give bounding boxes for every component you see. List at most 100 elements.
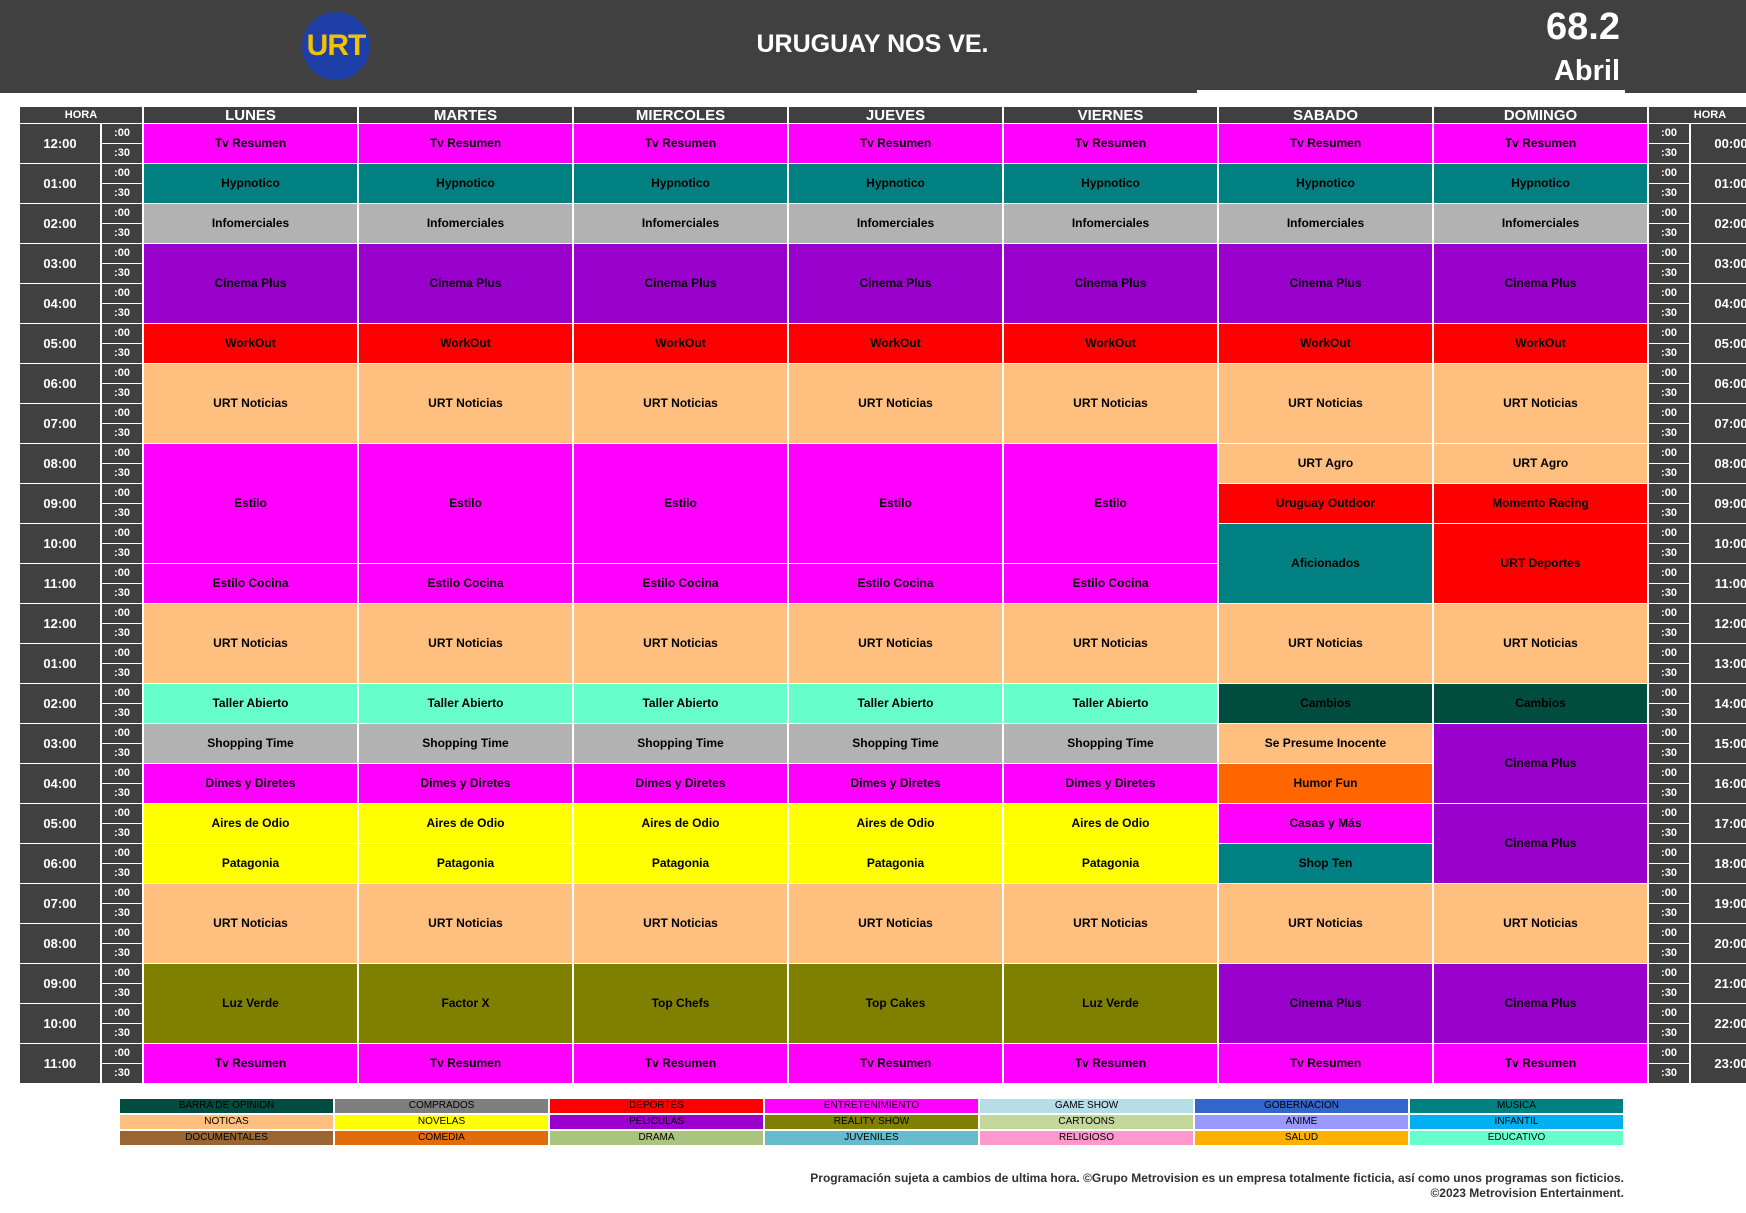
program-block: Cinema Plus [1434,724,1647,803]
hour-label-right: 15:00 [1691,724,1746,763]
half-hour-left: :00 [102,444,142,463]
footer-line-1: Programación sujeta a cambios de ultima … [810,1171,1624,1185]
program-block: Top Cakes [789,964,1002,1043]
half-hour-left: :30 [102,424,142,443]
half-hour-right: :00 [1649,124,1689,143]
half-hour-right: :00 [1649,924,1689,943]
half-hour-left: :30 [102,864,142,883]
legend-item-deportes: DEPORTES [550,1099,763,1113]
day-header-domingo: DOMINGO [1434,107,1647,123]
program-block: Dimes y Diretes [359,764,572,803]
hour-label-right: 19:00 [1691,884,1746,923]
program-block: Luz Verde [144,964,357,1043]
hour-label-right: 08:00 [1691,444,1746,483]
legend-item-drama: DRAMA [550,1131,763,1145]
legend-item-religioso: RELIGIOSO [980,1131,1193,1145]
half-hour-right: :00 [1649,604,1689,623]
hour-label-right: 10:00 [1691,524,1746,563]
program-block: Infomerciales [574,204,787,243]
half-hour-left: :30 [102,584,142,603]
half-hour-right: :30 [1649,544,1689,563]
half-hour-right: :30 [1649,264,1689,283]
half-hour-left: :30 [102,704,142,723]
legend-item-documentales: DOCUMENTALES [120,1131,333,1145]
program-block: Hypnotico [1219,164,1432,203]
half-hour-left: :30 [102,944,142,963]
program-block: Cinema Plus [1219,244,1432,323]
program-block: URT Noticias [144,884,357,963]
program-block: Dimes y Diretes [144,764,357,803]
half-hour-right: :30 [1649,184,1689,203]
program-block: URT Noticias [1434,364,1647,443]
page-title: URUGUAY NOS VE. [756,30,989,58]
half-hour-left: :30 [102,984,142,1003]
half-hour-right: :30 [1649,424,1689,443]
hour-label-right: 18:00 [1691,844,1746,883]
hour-label-right: 21:00 [1691,964,1746,1003]
program-block: Shopping Time [574,724,787,763]
program-block: Cinema Plus [1434,244,1647,323]
program-block: Patagonia [574,844,787,883]
half-hour-right: :00 [1649,1044,1689,1063]
hour-label-left: 11:00 [20,564,100,603]
month-underline [1197,90,1625,93]
half-hour-right: :30 [1649,504,1689,523]
month-label: Abril [1553,55,1620,87]
program-block: Cambios [1434,684,1647,723]
half-hour-right: :30 [1649,224,1689,243]
half-hour-left: :00 [102,324,142,343]
half-hour-right: :00 [1649,364,1689,383]
half-hour-right: :30 [1649,824,1689,843]
program-block: Estilo [1004,444,1217,563]
hour-label-left: 08:00 [20,924,100,963]
half-hour-left: :30 [102,184,142,203]
program-block: Factor X [359,964,572,1043]
program-block: Cinema Plus [1219,964,1432,1043]
program-block: Tv Resumen [574,124,787,163]
half-hour-right: :00 [1649,724,1689,743]
half-hour-right: :00 [1649,404,1689,423]
program-block: Tv Resumen [144,124,357,163]
half-hour-right: :00 [1649,1004,1689,1023]
legend-item-barra-de-opinion: BARRA DE OPINION [120,1099,333,1113]
half-hour-left: :00 [102,404,142,423]
schedule-grid: HORA HORA LUNES MARTES MIERCOLES JUEVES VIERNE… [20,107,1746,1083]
program-block: Taller Abierto [789,684,1002,723]
hour-label-left: 12:00 [20,124,100,163]
half-hour-right: :00 [1649,804,1689,823]
program-block: Patagonia [1004,844,1217,883]
hour-label-left: 09:00 [20,964,100,1003]
program-block: Patagonia [144,844,357,883]
urt-logo: URT [302,12,370,80]
program-block: Tv Resumen [789,1044,1002,1083]
hour-label-left: 05:00 [20,324,100,363]
half-hour-right: :00 [1649,644,1689,663]
program-block: WorkOut [1004,324,1217,363]
half-hour-left: :00 [102,364,142,383]
program-block: URT Noticias [1004,604,1217,683]
program-block: Taller Abierto [574,684,787,723]
hour-label-left: 04:00 [20,284,100,323]
hour-label-left: 01:00 [20,644,100,683]
half-hour-right: :30 [1649,464,1689,483]
half-hour-right: :30 [1649,584,1689,603]
program-block: Cambios [1219,684,1432,723]
half-hour-right: :30 [1649,944,1689,963]
program-block: URT Noticias [574,884,787,963]
legend-item-anime: ANIME [1195,1115,1408,1129]
legend-item-gobernacion: GOBERNACION [1195,1099,1408,1113]
program-block: URT Noticias [789,884,1002,963]
logo-text: URT [306,29,367,62]
half-hour-left: :00 [102,844,142,863]
program-block: URT Noticias [789,604,1002,683]
program-block: Cinema Plus [574,244,787,323]
program-block: Shopping Time [1004,724,1217,763]
half-hour-left: :00 [102,644,142,663]
half-hour-left: :00 [102,804,142,823]
hour-label-left: 02:00 [20,204,100,243]
program-block: WorkOut [144,324,357,363]
hour-label-right: 07:00 [1691,404,1746,443]
program-block: WorkOut [359,324,572,363]
legend-item-entretenimiento: ENTRETENIMIENTO [765,1099,978,1113]
channel-number: 68.2 [1546,6,1620,48]
